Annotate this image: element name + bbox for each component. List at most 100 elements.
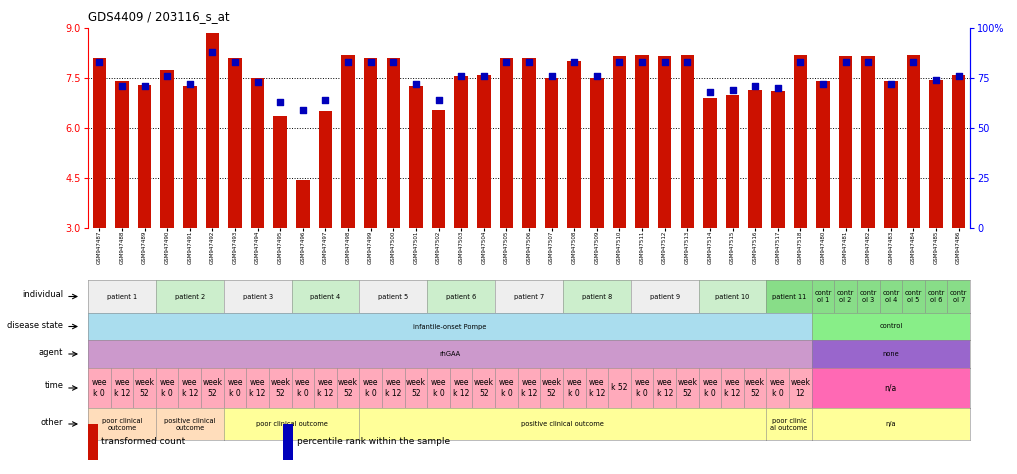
Bar <box>612 56 626 228</box>
Text: wee
k 12: wee k 12 <box>589 378 605 398</box>
Text: wee
k 0: wee k 0 <box>160 378 175 398</box>
Point <box>792 58 809 66</box>
Text: patient 6: patient 6 <box>446 293 476 300</box>
Point <box>611 58 627 66</box>
Text: wee
k 12: wee k 12 <box>521 378 537 398</box>
Bar <box>590 78 604 228</box>
Text: contr
ol 7: contr ol 7 <box>950 290 967 303</box>
Text: rhGAA: rhGAA <box>439 351 461 357</box>
Point <box>589 72 605 80</box>
Bar <box>522 58 536 228</box>
Point <box>837 58 853 66</box>
Point <box>340 58 356 66</box>
Text: week
52: week 52 <box>474 378 494 398</box>
Bar <box>137 85 152 228</box>
Point <box>362 58 378 66</box>
Text: transformed count: transformed count <box>102 438 186 447</box>
Text: patient 8: patient 8 <box>582 293 612 300</box>
Bar <box>251 78 264 228</box>
Text: contr
ol 2: contr ol 2 <box>837 290 854 303</box>
Text: control: control <box>880 323 902 329</box>
Text: patient 11: patient 11 <box>772 293 806 300</box>
Point <box>249 78 265 86</box>
Point <box>273 98 289 106</box>
Text: wee
k 0: wee k 0 <box>702 378 718 398</box>
Bar <box>274 116 287 228</box>
Point <box>928 76 944 84</box>
Text: GDS4409 / 203116_s_at: GDS4409 / 203116_s_at <box>88 10 230 23</box>
Point <box>498 58 515 66</box>
Text: poor clinical outcome: poor clinical outcome <box>255 421 327 427</box>
Point <box>951 72 967 80</box>
Bar <box>296 180 309 228</box>
Bar <box>342 55 355 228</box>
Point <box>408 80 424 88</box>
Point <box>92 58 108 66</box>
Bar <box>318 111 333 228</box>
Bar <box>567 61 581 228</box>
Text: contr
ol 3: contr ol 3 <box>859 290 877 303</box>
Bar <box>952 75 965 228</box>
Point <box>295 106 311 114</box>
Text: week
52: week 52 <box>745 378 765 398</box>
Text: individual: individual <box>22 291 63 300</box>
Text: poor clinic
al outcome: poor clinic al outcome <box>771 418 807 430</box>
Text: patient 7: patient 7 <box>514 293 544 300</box>
Bar <box>680 55 694 228</box>
Bar <box>284 424 293 460</box>
Bar <box>930 80 943 228</box>
Text: patient 10: patient 10 <box>715 293 750 300</box>
Point <box>702 88 718 96</box>
Text: wee
k 0: wee k 0 <box>635 378 650 398</box>
Bar <box>432 109 445 228</box>
Bar <box>636 55 649 228</box>
Bar <box>228 58 242 228</box>
Point <box>566 58 583 66</box>
Text: wee
k 12: wee k 12 <box>249 378 265 398</box>
Text: other: other <box>41 418 63 427</box>
Point <box>657 58 673 66</box>
Text: positive clinical
outcome: positive clinical outcome <box>164 418 216 430</box>
Point <box>114 82 130 90</box>
Text: wee
k 12: wee k 12 <box>657 378 673 398</box>
Text: week
52: week 52 <box>338 378 358 398</box>
Text: patient 5: patient 5 <box>378 293 409 300</box>
Bar <box>771 91 784 228</box>
Text: wee
k 0: wee k 0 <box>431 378 446 398</box>
Text: contr
ol 6: contr ol 6 <box>928 290 945 303</box>
Text: wee
k 0: wee k 0 <box>498 378 515 398</box>
Point <box>159 72 175 80</box>
Bar <box>455 76 468 228</box>
Text: contr
ol 5: contr ol 5 <box>905 290 922 303</box>
Bar <box>839 56 852 228</box>
Bar <box>386 58 400 228</box>
Point <box>724 86 740 94</box>
Point <box>770 84 786 92</box>
Text: patient 2: patient 2 <box>175 293 204 300</box>
Text: week
52: week 52 <box>134 378 155 398</box>
Text: percentile rank within the sample: percentile rank within the sample <box>297 438 450 447</box>
Text: week
52: week 52 <box>406 378 426 398</box>
Text: wee
k 0: wee k 0 <box>92 378 107 398</box>
Bar <box>817 82 830 228</box>
Text: contr
ol 4: contr ol 4 <box>882 290 899 303</box>
Point <box>204 48 221 56</box>
Text: contr
ol 1: contr ol 1 <box>815 290 832 303</box>
Bar <box>88 424 98 460</box>
Text: wee
k 12: wee k 12 <box>724 378 740 398</box>
Text: disease state: disease state <box>7 320 63 329</box>
Bar <box>364 58 377 228</box>
Text: wee
k 0: wee k 0 <box>770 378 785 398</box>
Text: patient 1: patient 1 <box>107 293 137 300</box>
Bar <box>499 58 514 228</box>
Text: n/a: n/a <box>886 421 896 427</box>
Point <box>453 72 469 80</box>
Bar <box>545 78 558 228</box>
Text: patient 4: patient 4 <box>310 293 341 300</box>
Point <box>227 58 243 66</box>
Point <box>521 58 537 66</box>
Point <box>317 96 334 104</box>
Text: week
52: week 52 <box>202 378 223 398</box>
Point <box>136 82 153 90</box>
Point <box>747 82 764 90</box>
